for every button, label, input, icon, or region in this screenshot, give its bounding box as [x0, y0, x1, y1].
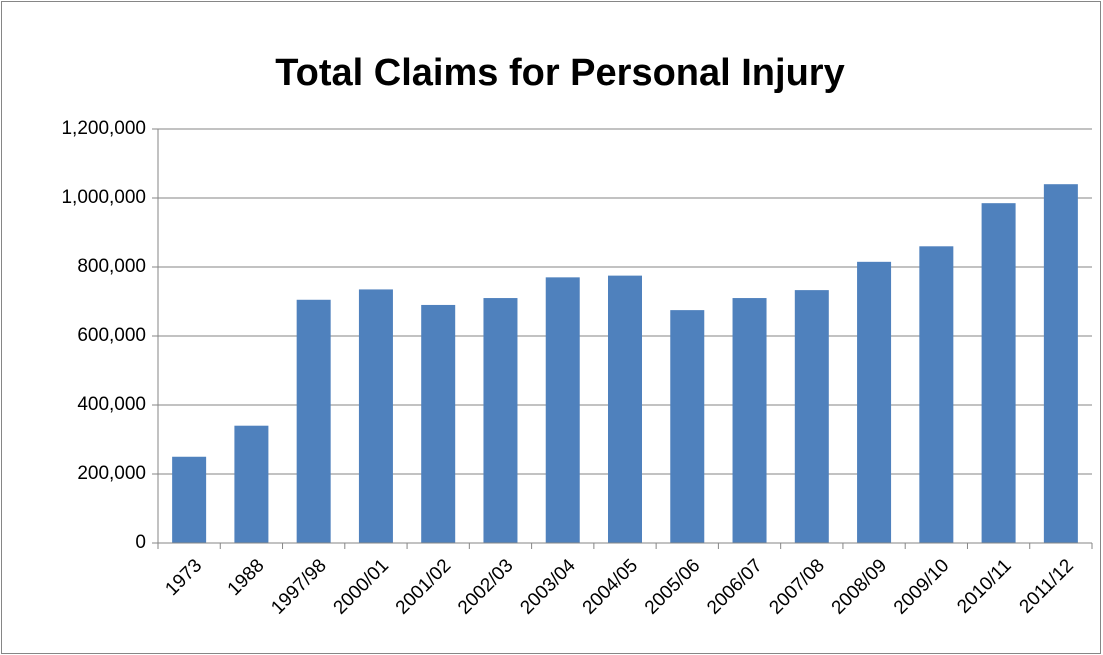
bar [794, 290, 829, 543]
bar [670, 310, 705, 543]
y-tick-label: 0 [135, 532, 146, 553]
bar [919, 246, 954, 544]
bar [545, 277, 580, 543]
bar [483, 298, 518, 543]
chart-title: Total Claims for Personal Injury [275, 52, 844, 94]
y-tick-label: 800,000 [77, 256, 146, 277]
bar [234, 425, 269, 543]
bar [608, 275, 642, 543]
bar [857, 261, 892, 543]
bar [1043, 184, 1078, 543]
y-tick-label: 600,000 [77, 325, 146, 346]
bar [358, 289, 393, 543]
bar [421, 304, 456, 543]
y-tick-label: 1,200,000 [61, 118, 146, 139]
y-tick-label: 1,000,000 [61, 187, 146, 208]
y-tick-label: 200,000 [77, 463, 146, 484]
y-tick-label: 400,000 [77, 394, 146, 415]
bar [732, 298, 767, 543]
bar [172, 456, 207, 543]
bar [296, 299, 331, 543]
bar [981, 203, 1016, 544]
